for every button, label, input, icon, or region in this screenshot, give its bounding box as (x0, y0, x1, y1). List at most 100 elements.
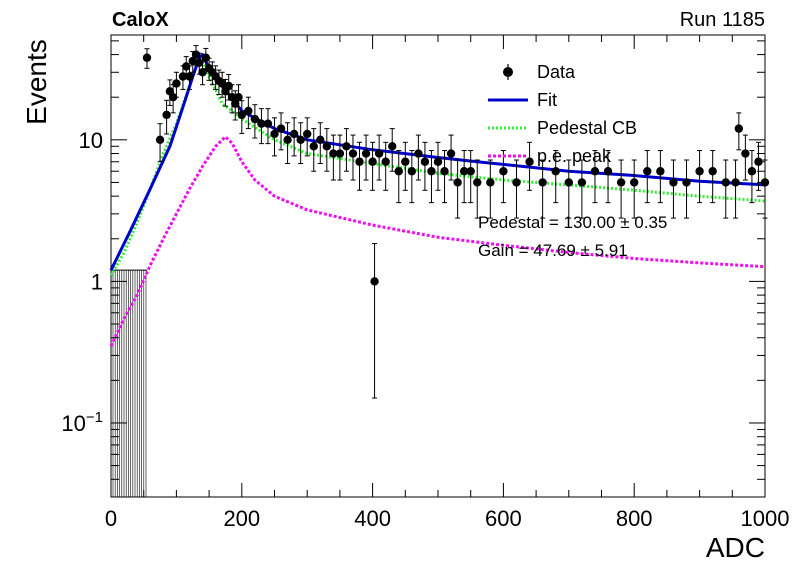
data-point (361, 134, 371, 181)
data-marker (361, 149, 371, 158)
data-point (224, 74, 233, 101)
data-point (348, 134, 358, 181)
data-point (270, 117, 279, 157)
data-marker (616, 178, 626, 187)
data-point (427, 150, 436, 204)
data-point (695, 150, 704, 204)
data-point (734, 112, 744, 151)
data-marker (303, 129, 312, 139)
data-marker (198, 68, 207, 77)
legend: Data Fit Pedestal CB p.e. peak (488, 62, 637, 166)
data-point (473, 159, 482, 219)
data-marker (244, 106, 253, 116)
data-point (185, 65, 194, 90)
data-point (381, 141, 390, 191)
run-label: Run 1185 (680, 9, 765, 31)
y-tick-label: 1 (91, 269, 103, 294)
data-point (237, 100, 246, 134)
data-point (335, 134, 345, 181)
legend-data-marker (503, 67, 513, 77)
data-point (263, 108, 273, 145)
data-marker (296, 135, 305, 145)
data-marker (188, 56, 197, 66)
data-marker (388, 142, 397, 151)
data-point (388, 128, 397, 172)
data-point (682, 159, 691, 219)
data-point (370, 243, 379, 399)
data-point (368, 141, 377, 191)
data-marker (231, 99, 240, 108)
data-marker (370, 277, 379, 286)
data-point (322, 128, 332, 172)
data-marker (224, 81, 233, 91)
data-marker (185, 72, 194, 81)
data-marker (283, 135, 292, 145)
data-marker (525, 157, 534, 166)
data-point (172, 71, 181, 98)
data-point (525, 141, 534, 191)
data-marker (178, 72, 188, 81)
data-marker (512, 178, 521, 187)
data-marker (381, 157, 390, 166)
data-marker (603, 167, 613, 176)
data-marker (453, 178, 462, 187)
data-point (394, 150, 403, 204)
x-tick-label: 200 (223, 506, 260, 531)
x-tick-label: 0 (105, 506, 117, 531)
data-point (217, 71, 227, 98)
data-marker (708, 167, 717, 176)
legend-entry-pedestal: Pedestal CB (488, 118, 637, 138)
data-point (538, 159, 547, 219)
data-point (142, 48, 152, 69)
data-point (440, 150, 449, 204)
data-marker (401, 157, 410, 166)
data-point (155, 123, 165, 163)
data-marker (227, 92, 237, 102)
data-marker (486, 178, 495, 187)
data-point (433, 141, 443, 191)
data-point (289, 117, 299, 157)
x-tick-label: 800 (616, 506, 653, 531)
y-tick-label: 10 (79, 128, 103, 153)
data-point (603, 150, 613, 204)
data-point (721, 159, 730, 219)
data-marker (394, 167, 403, 176)
data-point (257, 108, 266, 145)
data-marker (309, 142, 318, 151)
data-marker (217, 79, 227, 88)
data-marker (335, 149, 345, 158)
data-marker (270, 129, 279, 139)
data-marker (446, 149, 456, 158)
data-point (466, 150, 475, 204)
data-marker (643, 167, 652, 176)
y-axis-title: Events (21, 39, 52, 125)
data-point (643, 150, 652, 204)
data-marker (276, 124, 286, 133)
data-marker (630, 178, 639, 187)
data-point (250, 104, 260, 139)
data-point (201, 47, 211, 70)
data-marker (250, 114, 260, 124)
data-marker (499, 167, 508, 176)
data-marker (355, 157, 364, 166)
data-marker (433, 157, 443, 166)
data-marker (747, 167, 757, 176)
data-point (296, 122, 305, 165)
data-point (446, 134, 456, 181)
data-point (551, 150, 560, 204)
data-marker (459, 167, 469, 176)
data-marker (669, 178, 678, 187)
x-axis-title: ADC (706, 532, 765, 563)
data-point (708, 150, 717, 204)
data-marker (741, 149, 750, 158)
data-point (162, 99, 171, 135)
data-point (453, 159, 462, 219)
data-point (342, 128, 351, 172)
y-tick-label: 10−1 (61, 409, 103, 436)
data-point (234, 84, 243, 114)
data-marker (142, 53, 152, 62)
legend-label-data: Data (537, 62, 576, 82)
data-point (420, 141, 430, 191)
x-tick-label: 600 (485, 506, 522, 531)
